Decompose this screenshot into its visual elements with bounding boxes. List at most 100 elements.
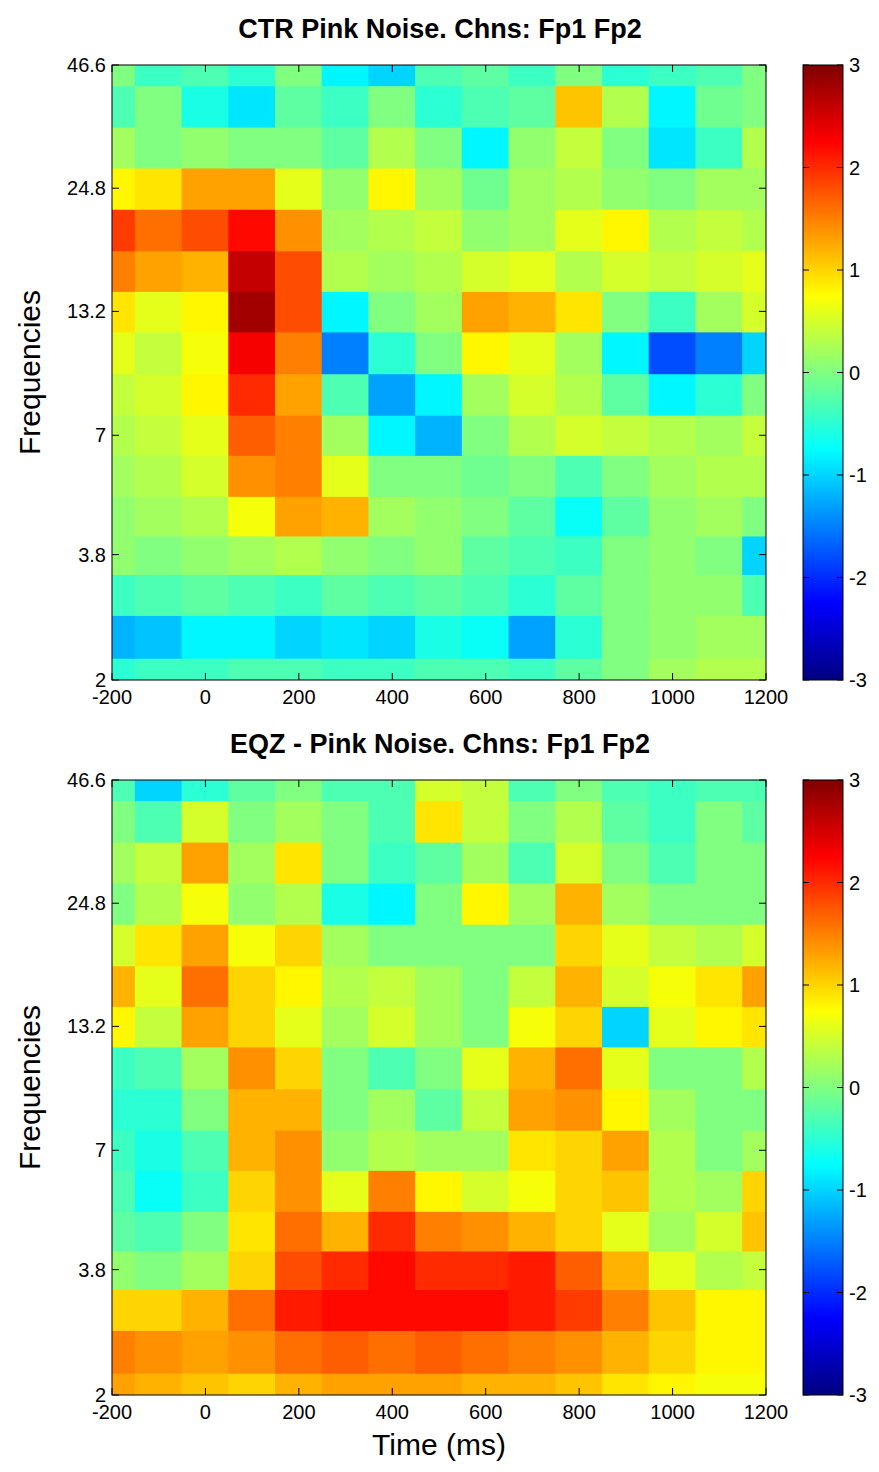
cell xyxy=(742,1211,766,1252)
cell xyxy=(275,1170,323,1212)
colorbar-tick-label: -3 xyxy=(849,1384,867,1406)
cell xyxy=(509,496,557,537)
cell xyxy=(602,373,650,415)
cell xyxy=(228,780,276,801)
cell xyxy=(742,65,766,86)
cell xyxy=(228,615,276,659)
cell xyxy=(228,574,276,616)
colorbar-tick xyxy=(803,65,809,66)
cell xyxy=(602,535,650,575)
y-tick-label: 3.8 xyxy=(78,1259,106,1281)
cell xyxy=(462,780,510,801)
cell xyxy=(368,250,416,292)
cell xyxy=(182,1006,230,1048)
cell xyxy=(322,1130,370,1171)
cell xyxy=(649,1373,697,1395)
cell xyxy=(368,800,416,842)
cell xyxy=(322,455,370,497)
colorbar-tick xyxy=(837,1395,843,1396)
cell xyxy=(742,209,766,252)
cell xyxy=(322,250,370,292)
cell xyxy=(602,1211,650,1252)
x-tick-label: 400 xyxy=(376,1401,409,1423)
colorbar-tick xyxy=(837,167,843,168)
cell xyxy=(415,535,463,575)
heatmap-cells xyxy=(112,780,766,1395)
title: CTR Pink Noise. Chns: Fp1 Fp2 xyxy=(238,14,642,44)
cell xyxy=(462,1211,510,1252)
cell xyxy=(555,800,603,842)
cell xyxy=(555,1250,603,1290)
cell xyxy=(112,85,136,127)
cell xyxy=(275,85,323,127)
cell xyxy=(275,496,323,537)
cell xyxy=(112,127,136,169)
cell xyxy=(695,455,743,497)
cell xyxy=(462,1373,510,1395)
cell xyxy=(112,291,136,333)
cell xyxy=(112,1088,136,1130)
colorbar-tick xyxy=(837,1292,843,1293)
cell xyxy=(275,965,323,1007)
cell xyxy=(415,415,463,456)
y-tick xyxy=(112,1150,119,1151)
y-tick xyxy=(759,1150,766,1151)
cell xyxy=(415,1211,463,1252)
colorbar-tick xyxy=(803,1292,809,1293)
x-tick xyxy=(392,1388,393,1395)
x-tick xyxy=(672,780,673,787)
cell xyxy=(649,331,697,374)
cell xyxy=(415,250,463,292)
cell xyxy=(555,965,603,1007)
cell xyxy=(228,1289,276,1331)
cell xyxy=(368,574,416,616)
cell xyxy=(322,658,370,680)
colorbar-tick xyxy=(803,372,809,373)
cell xyxy=(228,1088,276,1130)
cell xyxy=(182,842,230,884)
cell xyxy=(135,1211,183,1252)
cell xyxy=(649,574,697,616)
cell xyxy=(275,455,323,497)
x-tick xyxy=(672,65,673,72)
cell xyxy=(649,209,697,252)
cell xyxy=(368,780,416,801)
cell xyxy=(275,415,323,456)
cell xyxy=(649,415,697,456)
y-tick xyxy=(112,188,119,189)
y-tick-label: 46.6 xyxy=(67,769,106,791)
cell xyxy=(368,1006,416,1048)
colorbar-tick xyxy=(837,780,843,781)
x-tick xyxy=(579,780,580,787)
cell xyxy=(509,250,557,292)
cell xyxy=(275,127,323,169)
colorbar-tick xyxy=(837,475,843,476)
y-tick xyxy=(759,903,766,904)
cell xyxy=(462,1170,510,1212)
cell xyxy=(462,615,510,659)
colorbar-tick xyxy=(803,780,809,781)
cell xyxy=(742,127,766,169)
cell xyxy=(368,127,416,169)
cell xyxy=(182,168,230,210)
cell xyxy=(742,658,766,680)
cell xyxy=(275,924,323,967)
y-tick xyxy=(759,435,766,436)
y-tick-label: 13.2 xyxy=(67,300,106,322)
x-tick xyxy=(485,780,486,787)
y-tick xyxy=(112,65,119,66)
plot-frame xyxy=(112,65,766,680)
cell xyxy=(182,415,230,456)
cell xyxy=(602,1046,650,1089)
cell xyxy=(112,965,136,1007)
cell xyxy=(368,291,416,333)
cell xyxy=(228,291,276,333)
cell xyxy=(228,1046,276,1089)
cell xyxy=(275,535,323,575)
cell xyxy=(462,209,510,252)
cell xyxy=(555,496,603,537)
cell xyxy=(462,250,510,292)
cell xyxy=(322,415,370,456)
cell xyxy=(649,168,697,210)
cell xyxy=(135,250,183,292)
